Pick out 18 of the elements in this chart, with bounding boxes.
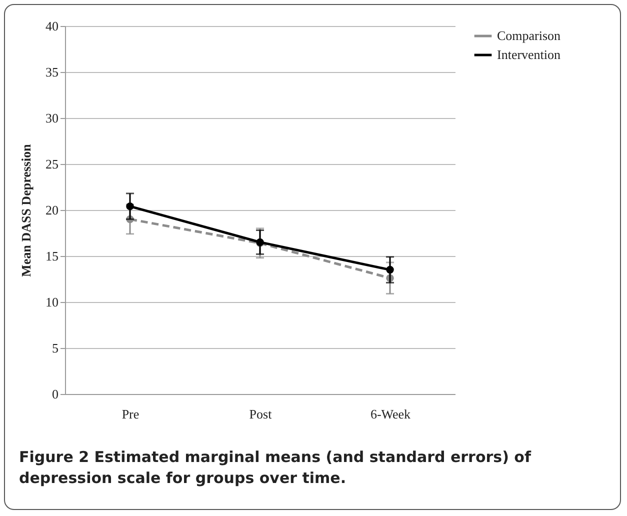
caption: Figure 2 Estimated marginal means (and standard errors) of depression scale for groups over time.	[19, 447, 532, 489]
y-tick-label: 10	[46, 294, 58, 310]
y-tick-label: 35	[46, 64, 58, 80]
y-tick-label: 0	[52, 386, 58, 402]
y-tick-label: 40	[46, 18, 58, 34]
point	[386, 266, 394, 274]
legend-label: Intervention	[497, 47, 562, 62]
y-tick-label: 25	[46, 156, 58, 172]
x-tick-label: 6-Week	[370, 406, 412, 422]
y-tick-label: 5	[52, 340, 58, 356]
x-tick-label: Pre	[122, 406, 140, 422]
legend-label: Comparison	[497, 28, 562, 43]
y-tick-label: 15	[46, 248, 58, 264]
y-axis-title: Mean DASS Depression	[18, 143, 34, 277]
x-tick-label: Post	[249, 406, 272, 422]
y-tick-label: 20	[46, 202, 58, 218]
point	[126, 202, 134, 210]
y-tick-label: 30	[46, 110, 58, 126]
